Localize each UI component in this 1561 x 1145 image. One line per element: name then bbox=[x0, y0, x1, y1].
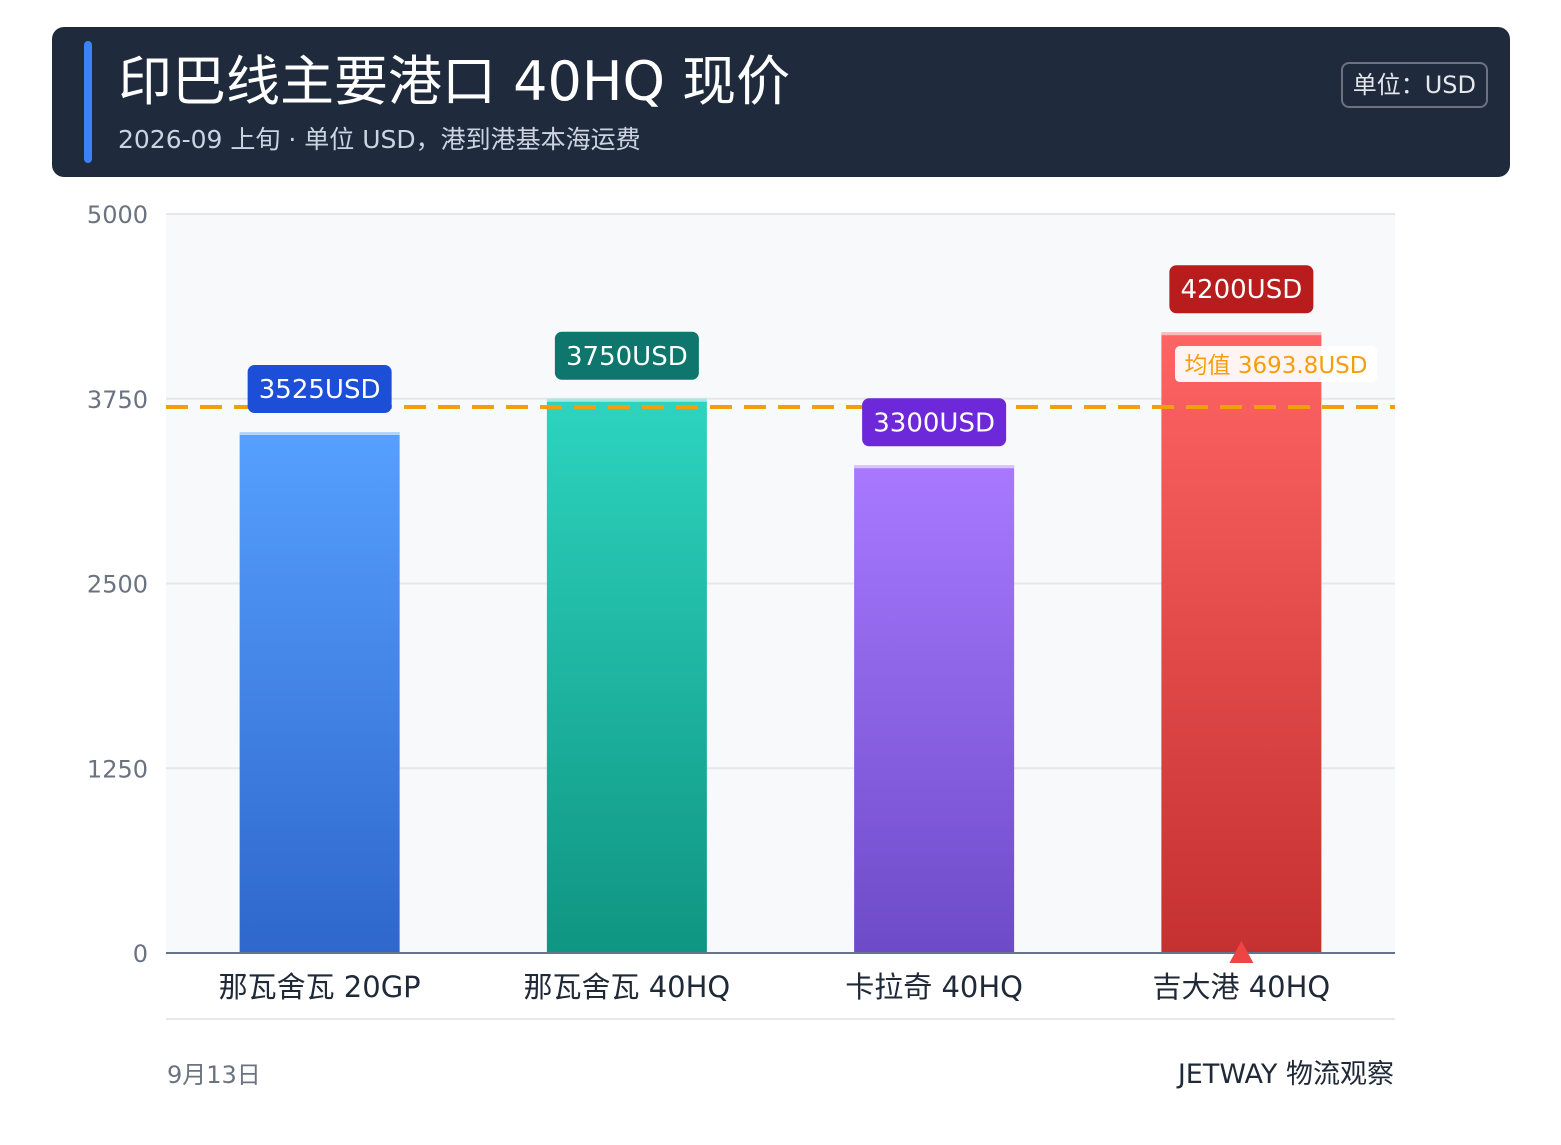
y-tick-label: 3750 bbox=[87, 386, 148, 414]
highlight-markers bbox=[1229, 941, 1254, 963]
bar-top-highlight bbox=[1161, 332, 1322, 336]
bar-top-highlight bbox=[239, 432, 400, 436]
bar bbox=[1161, 332, 1322, 953]
footer-date: 9月13日 bbox=[167, 1061, 261, 1089]
footer-brand: JETWAY 物流观察 bbox=[1177, 1059, 1394, 1090]
y-axis-ticks: 0 1250 2500 3750 5000 bbox=[87, 201, 148, 968]
chart-subtitle: 2026-09 上旬 · 单位 USD，港到港基本海运费 bbox=[118, 125, 641, 154]
bar-top-highlight bbox=[546, 398, 707, 402]
bar bbox=[854, 465, 1015, 953]
value-label-bg bbox=[554, 331, 699, 380]
value-label: 3300USD bbox=[873, 408, 995, 438]
average-label: 均值 3693.8USD bbox=[1185, 353, 1368, 379]
bar bbox=[546, 398, 707, 953]
value-label: 3750USD bbox=[566, 342, 688, 372]
chart-header: 印巴线主要港口 40HQ 现价 2026-09 上旬 · 单位 USD，港到港基… bbox=[52, 27, 1510, 177]
value-label-bg bbox=[247, 365, 392, 414]
y-tick-label: 1250 bbox=[87, 755, 148, 783]
value-label: 4200USD bbox=[1181, 275, 1303, 305]
x-tick-label: 那瓦舍瓦 40HQ bbox=[523, 970, 730, 1004]
value-labels: 3525USD 3750USD 3300USD 4200USD bbox=[247, 265, 1314, 447]
y-tick-label: 0 bbox=[133, 940, 148, 968]
x-tick-label: 卡拉奇 40HQ bbox=[845, 970, 1023, 1004]
value-label-bg bbox=[1169, 265, 1314, 314]
bar bbox=[239, 432, 400, 953]
value-label: 3525USD bbox=[259, 375, 381, 405]
average-line-group: 均值 3693.8USD bbox=[166, 346, 1395, 410]
x-tick-label: 吉大港 40HQ bbox=[1152, 970, 1330, 1004]
x-tick-label: 那瓦舍瓦 20GP bbox=[219, 970, 421, 1004]
header-accent-bar bbox=[84, 41, 92, 163]
x-axis-ticks: 那瓦舍瓦 20GP 那瓦舍瓦 40HQ 卡拉奇 40HQ 吉大港 40HQ bbox=[219, 970, 1331, 1004]
average-label-bg bbox=[1175, 346, 1377, 383]
y-tick-label: 2500 bbox=[87, 571, 148, 599]
chart-title: 印巴线主要港口 40HQ 现价 bbox=[118, 50, 791, 113]
bars bbox=[239, 332, 1322, 953]
y-tick-label: 5000 bbox=[87, 201, 148, 229]
unit-badge: 单位：USD bbox=[1340, 62, 1488, 108]
bar-top-highlight bbox=[854, 465, 1015, 469]
value-label-bg bbox=[862, 398, 1007, 447]
highlight-triangle-icon bbox=[1229, 941, 1254, 963]
